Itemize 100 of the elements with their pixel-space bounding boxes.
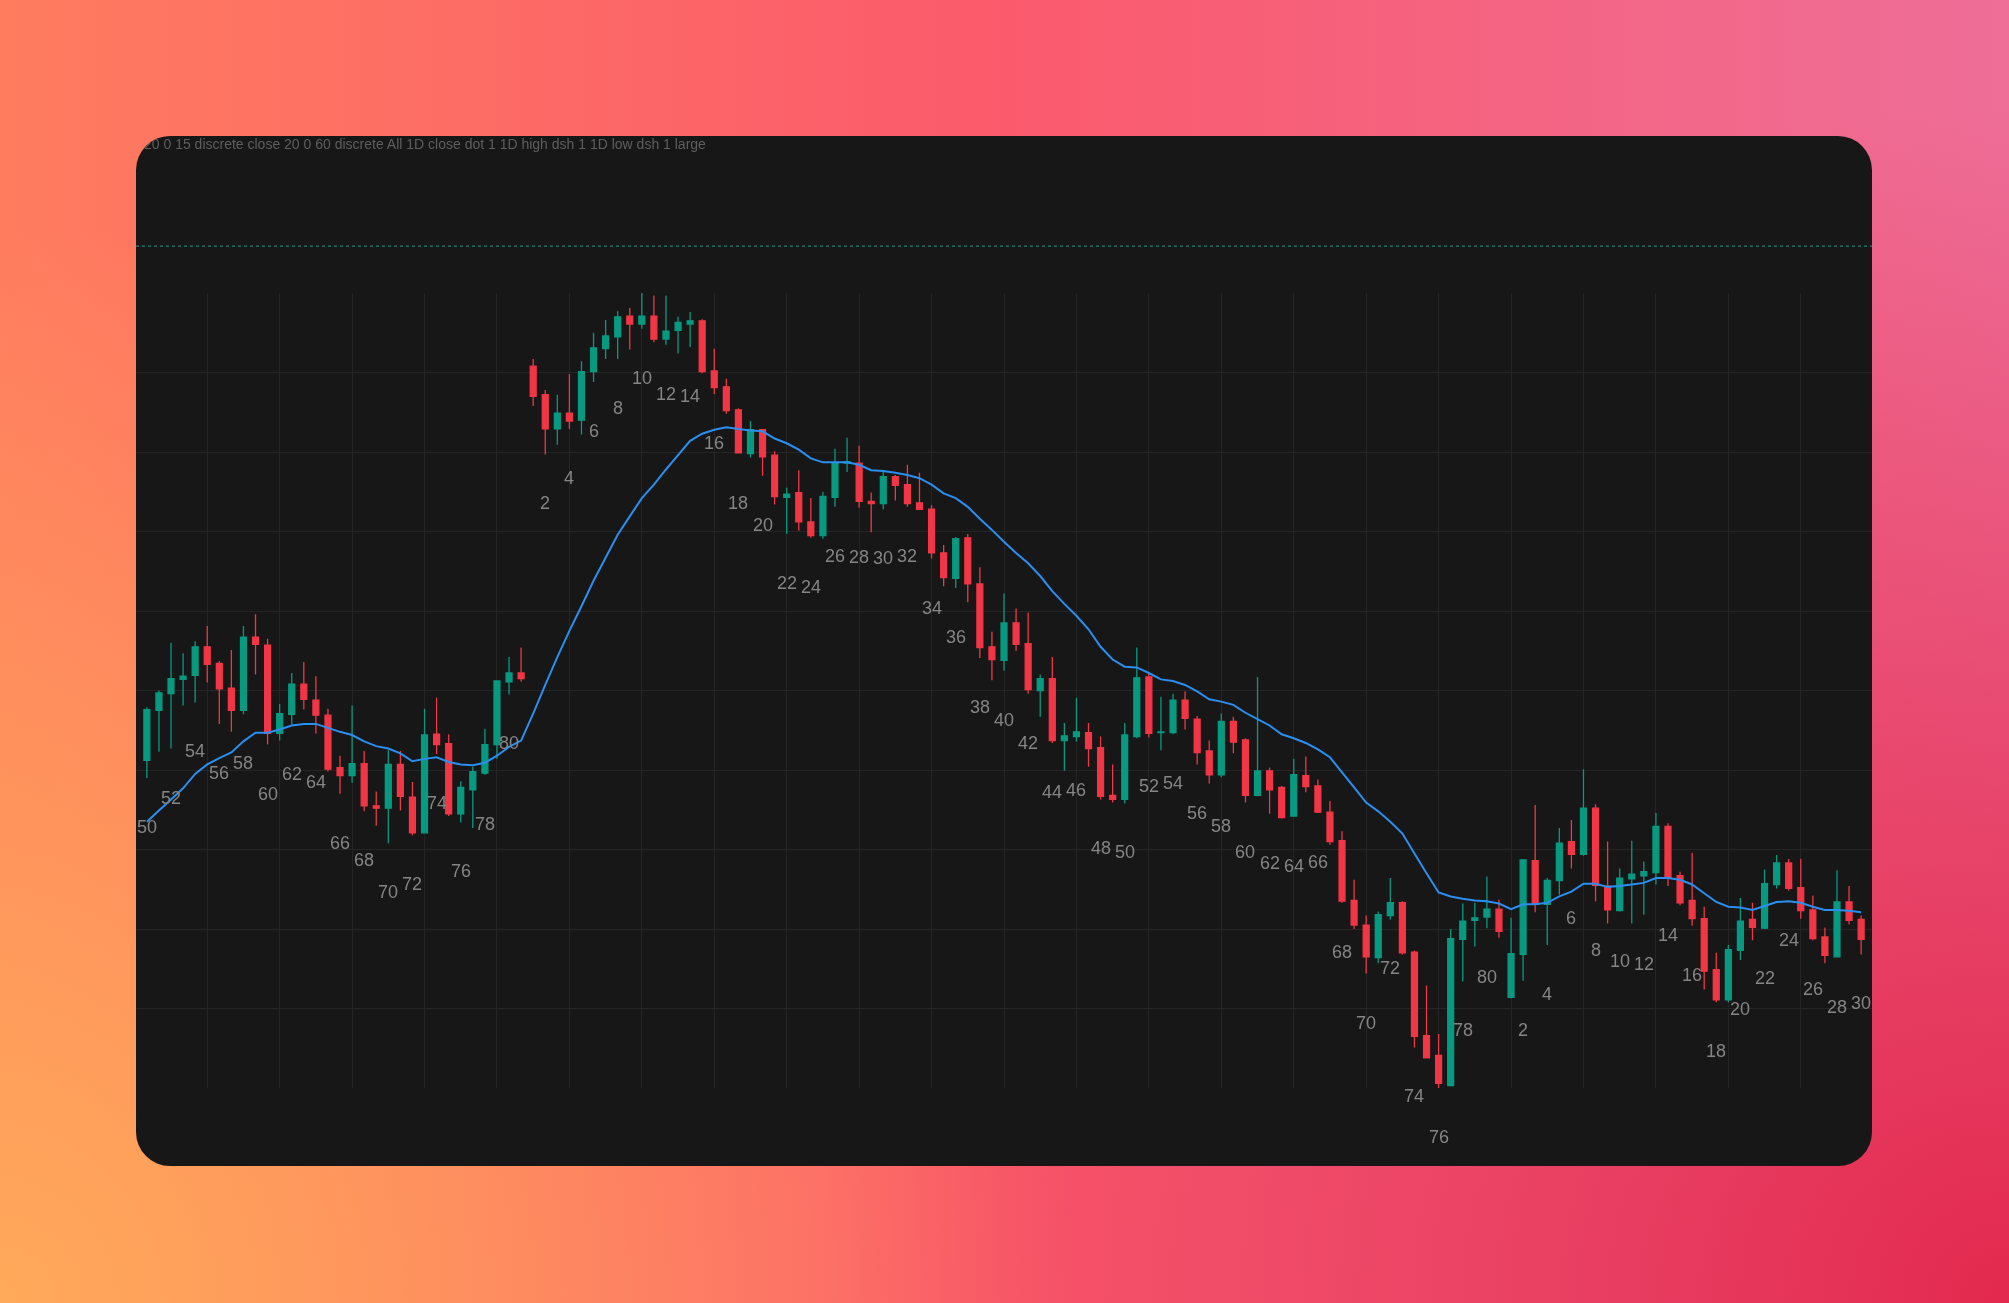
candlestick [988, 631, 996, 681]
candlestick [1326, 800, 1334, 846]
candlestick [1072, 697, 1081, 743]
candlestick [1519, 858, 1527, 982]
candlestick [626, 307, 634, 351]
candlestick [1507, 917, 1515, 999]
candlestick [686, 311, 694, 348]
text: 72 [1380, 958, 1401, 978]
candlestick [505, 656, 513, 696]
candlestick [1265, 766, 1274, 815]
candlestick [1145, 673, 1153, 739]
candlestick [1688, 852, 1696, 927]
candlestick [674, 316, 682, 355]
text: 28 [849, 547, 870, 567]
candlestick [215, 660, 223, 725]
candlestick [1109, 763, 1117, 804]
candlestick [1229, 716, 1237, 754]
candlestick [1205, 739, 1213, 785]
candlestick [203, 625, 211, 684]
candlestick [927, 504, 936, 560]
candlestick [1616, 867, 1624, 913]
text: 14 [1658, 925, 1679, 945]
candlestick [1495, 898, 1503, 939]
candlestick [179, 652, 187, 707]
candlestick [1640, 860, 1648, 916]
candlestick [1471, 902, 1479, 948]
candlestick [1555, 827, 1563, 896]
text: 66 [1308, 852, 1329, 872]
text: 50 [137, 817, 158, 837]
text: 52 [1139, 776, 1160, 796]
candlestick [457, 780, 465, 824]
text: 60 [258, 784, 279, 804]
text: 10 [1610, 951, 1631, 971]
candlestick [1821, 926, 1829, 964]
text: 22 [777, 573, 798, 593]
candlestick [867, 491, 875, 533]
candlestick [952, 536, 960, 589]
candlestick [1773, 854, 1781, 890]
candlestick [1435, 1033, 1443, 1088]
candlestick [1845, 885, 1853, 925]
candlestick [1290, 758, 1298, 818]
candlestick [1012, 607, 1020, 652]
candlestick [565, 373, 573, 430]
candlestick [1386, 877, 1394, 921]
text: 22 [1755, 968, 1776, 988]
candlestick [481, 728, 489, 776]
text: 50 [1115, 842, 1136, 862]
candlestick [1350, 879, 1358, 930]
candlestick [734, 407, 743, 455]
candlestick [602, 319, 610, 360]
text: 62 [282, 764, 303, 784]
candlestick [553, 394, 561, 446]
candlestick [589, 332, 598, 383]
candlestick [227, 649, 235, 733]
candlestick [831, 448, 839, 508]
text: 54 [1163, 773, 1184, 793]
text: 40 [994, 710, 1015, 730]
candlestick [783, 487, 791, 535]
candlestick [1217, 712, 1225, 778]
candlestick [1338, 830, 1346, 904]
candlestick [517, 646, 525, 683]
text: 46 [1066, 780, 1087, 800]
text: 18 [1706, 1041, 1727, 1061]
text: 6 [1566, 908, 1577, 928]
candlestick [1483, 875, 1491, 929]
candlestick [1000, 592, 1008, 672]
text: 14 [680, 386, 701, 406]
text: 34 [922, 598, 943, 618]
candlestick [1084, 722, 1093, 768]
candlestick [855, 444, 863, 509]
candlestick [1024, 611, 1032, 695]
candlestick [469, 766, 477, 829]
candlestick [384, 749, 392, 844]
candlestick [1567, 819, 1576, 870]
candlestick [1833, 869, 1841, 959]
candlestick [1724, 944, 1732, 1003]
text: 70 [1356, 1013, 1377, 1033]
text: 70 [378, 882, 399, 902]
candlestick [819, 491, 827, 540]
text: 56 [209, 763, 230, 783]
candlestick [1652, 812, 1660, 886]
text: 20 [1730, 999, 1751, 1019]
candlestick [698, 318, 706, 374]
candlestick [903, 464, 912, 508]
candlestick [288, 672, 296, 726]
candlestick [795, 469, 803, 532]
candlestick [1447, 928, 1455, 1088]
text: 78 [1453, 1020, 1474, 1040]
candlestick [1736, 897, 1745, 961]
text: 6 [589, 421, 600, 441]
candlestick [722, 378, 730, 415]
candlestick [1809, 894, 1817, 941]
candlestick [167, 642, 175, 750]
candlestick [1676, 871, 1684, 906]
candlestick [771, 450, 779, 506]
candlestick [1422, 984, 1431, 1060]
candlestick [976, 566, 984, 659]
candlestick [1374, 910, 1382, 964]
text: 4 [1542, 984, 1553, 1004]
candlestick [1121, 722, 1129, 805]
